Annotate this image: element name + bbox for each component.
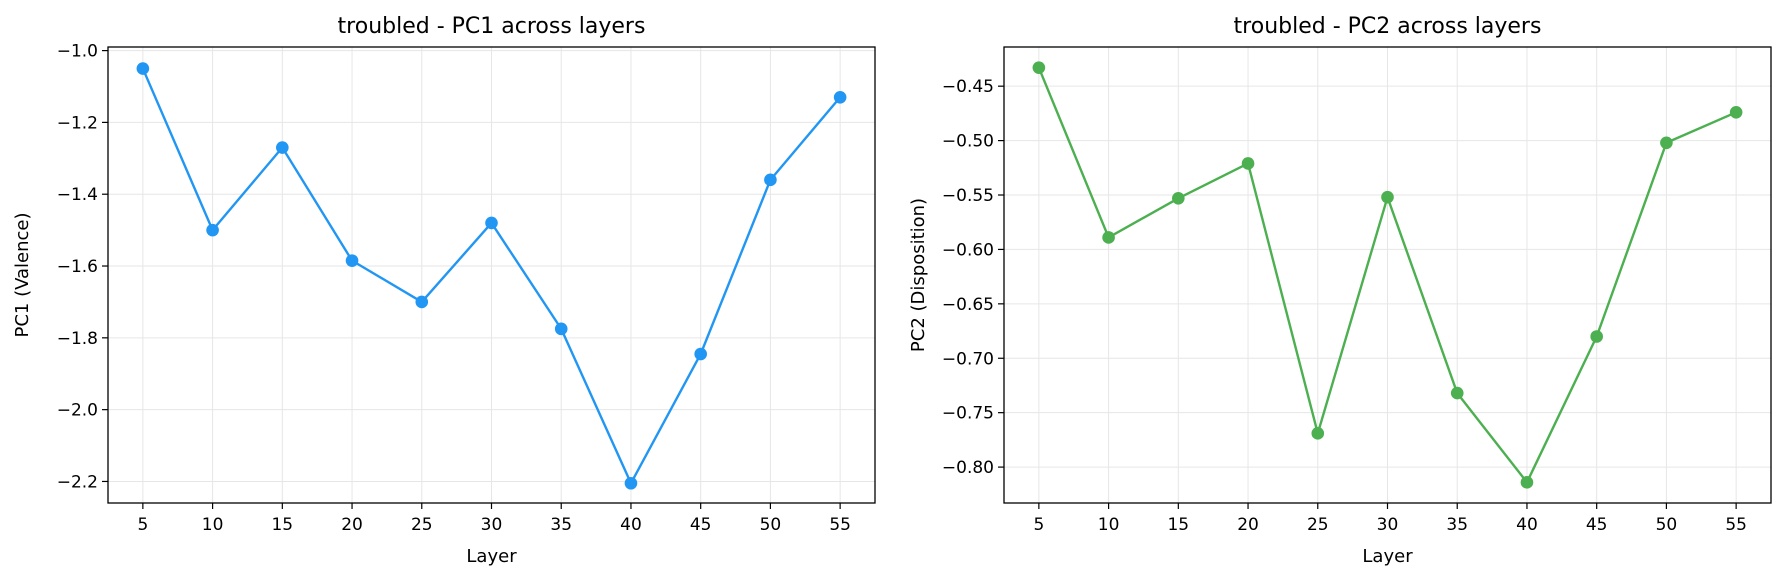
data-point: [345, 254, 359, 267]
y-axis-label: PC2 (Disposition): [908, 198, 929, 352]
x-tick-label: 15: [271, 515, 293, 535]
y-tick-label: −2.2: [57, 472, 98, 492]
x-tick-label: 55: [829, 515, 851, 535]
x-tick-label: 50: [760, 515, 782, 535]
y-tick-label: −1.6: [57, 257, 98, 277]
x-tick-label: 25: [1307, 515, 1329, 535]
x-tick-label: 5: [1033, 515, 1044, 535]
x-tick-label: 40: [620, 515, 642, 535]
data-point: [1032, 61, 1046, 74]
data-point: [554, 322, 568, 336]
data-point: [1590, 330, 1603, 343]
x-tick-label: 30: [1377, 515, 1399, 535]
y-tick-label: −0.80: [942, 458, 994, 478]
plot-frame: [1003, 46, 1772, 504]
y-tick-label: −0.65: [942, 295, 994, 315]
y-tick-label: −1.8: [57, 329, 98, 349]
data-point: [1172, 191, 1185, 205]
y-axis-label: PC1 (Valence): [12, 212, 33, 337]
chart-pc2-panel: troubled - PC2 across layers Layer PC2 (…: [908, 14, 1772, 567]
y-tick-label: −0.75: [942, 404, 994, 424]
x-tick-label: 40: [1516, 515, 1538, 535]
x-tick-label: 50: [1656, 515, 1678, 535]
chart-pc1-panel: troubled - PC1 across layers Layer PC1 (…: [12, 14, 876, 567]
x-tick-label: 45: [690, 515, 712, 535]
y-tick-label: −1.4: [57, 185, 98, 205]
x-tick-label: 10: [1098, 515, 1120, 535]
y-tick-label: −2.0: [57, 401, 98, 421]
x-tick-label: 5: [137, 515, 148, 535]
x-tick-label: 35: [550, 515, 572, 535]
data-point: [485, 216, 498, 230]
data-point: [1311, 427, 1325, 440]
data-point: [206, 223, 219, 237]
data-point: [1520, 476, 1534, 489]
x-tick-label: 25: [411, 515, 433, 535]
data-point: [764, 173, 777, 187]
x-tick-label: 30: [481, 515, 503, 535]
x-tick-label: 45: [1586, 515, 1608, 535]
data-point: [415, 295, 429, 309]
y-tick-label: −0.50: [942, 132, 994, 152]
data-point: [1102, 231, 1115, 244]
data-point: [694, 347, 707, 361]
y-tick-label: −1.2: [57, 113, 98, 133]
x-tick-label: 20: [341, 515, 363, 535]
data-point: [1241, 157, 1255, 170]
x-tick-label: 20: [1237, 515, 1259, 535]
gridlines: [108, 47, 875, 503]
y-tick-label: −0.45: [942, 77, 994, 97]
data-point: [1729, 105, 1743, 119]
gridlines: [1004, 47, 1771, 503]
y-tick-label: −0.60: [942, 240, 994, 260]
y-tick-label: −0.70: [942, 349, 994, 369]
x-tick-label: 35: [1446, 515, 1468, 535]
x-tick-label: 15: [1167, 515, 1189, 535]
plot-frame: [107, 46, 876, 504]
y-tick-label: −0.55: [942, 186, 994, 206]
data-point: [1660, 136, 1673, 150]
x-tick-label: 10: [202, 515, 224, 535]
data-point: [1381, 190, 1394, 204]
x-tick-label: 55: [1725, 515, 1747, 535]
data-point: [1450, 386, 1464, 400]
x-axis-label: Layer: [466, 546, 517, 567]
data-point: [624, 476, 638, 490]
chart-title: troubled - PC2 across layers: [1234, 14, 1542, 39]
data-point: [276, 141, 289, 154]
y-tick-label: −1.0: [57, 42, 98, 62]
data-point: [136, 62, 150, 75]
x-axis-label: Layer: [1362, 546, 1413, 567]
data-point: [833, 90, 847, 104]
chart-title: troubled - PC1 across layers: [338, 14, 646, 39]
